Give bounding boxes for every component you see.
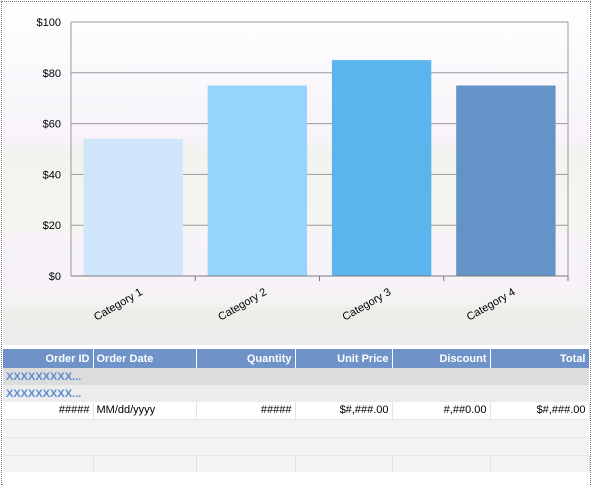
bar <box>83 138 183 276</box>
y-tick-label: $40 <box>43 169 61 181</box>
footer-cell <box>295 455 393 472</box>
footer-row <box>3 472 589 486</box>
bars <box>83 60 556 276</box>
bar <box>456 85 556 276</box>
col-unit-price: Unit Price <box>295 349 393 368</box>
group-label: XXXXXXXXX... <box>3 368 589 385</box>
group-row: XXXXXXXXX... <box>3 368 589 385</box>
footer-row <box>3 419 589 438</box>
x-tick-label: Category 1 <box>92 286 145 323</box>
x-tick-label: Category 3 <box>341 286 394 323</box>
footer-row <box>3 437 589 456</box>
table-header-row: Order ID Order Date Quantity Unit Price … <box>3 349 590 368</box>
footer-cell <box>3 437 589 456</box>
y-tick-label: $100 <box>37 17 61 29</box>
cell-total: $#,###.00 <box>490 402 590 420</box>
bar <box>331 60 432 276</box>
col-discount: Discount <box>392 349 491 368</box>
footer-cell <box>196 455 296 472</box>
col-order-id: Order ID <box>3 349 94 368</box>
cell-order-id: ##### <box>3 402 94 420</box>
y-tick-label: $60 <box>43 119 61 131</box>
cell-quantity: ##### <box>196 402 296 420</box>
col-total: Total <box>490 349 590 368</box>
footer-cell <box>3 472 589 486</box>
footer-cell <box>3 419 589 438</box>
col-quantity: Quantity <box>196 349 296 368</box>
footer-cell <box>3 455 94 472</box>
axes <box>70 22 569 281</box>
footer-cell <box>490 455 590 472</box>
y-tick-label: $0 <box>49 271 61 283</box>
footer-cell <box>392 455 491 472</box>
x-tick-label: Category 2 <box>216 286 269 323</box>
x-tick-label: Category 4 <box>465 286 518 323</box>
cell-order-date: MM/dd/yyyy <box>93 402 197 420</box>
footer-cell <box>93 455 197 472</box>
orders-table: Order ID Order Date Quantity Unit Price … <box>3 349 590 486</box>
cell-discount: #,##0.00 <box>392 402 491 420</box>
col-order-date: Order Date <box>93 349 197 368</box>
y-tick-labels: $0 $20 $40 $60 $80 $100 <box>37 17 61 283</box>
y-tick-label: $80 <box>43 68 61 80</box>
table-row: ##### MM/dd/yyyy ##### $#,###.00 #,##0.0… <box>3 402 590 420</box>
footer-row <box>3 455 590 472</box>
group-row: XXXXXXXXX... <box>3 385 589 402</box>
cell-unit-price: $#,###.00 <box>295 402 393 420</box>
y-tick-label: $20 <box>43 220 61 232</box>
group-label: XXXXXXXXX... <box>3 385 589 402</box>
bar <box>207 85 308 276</box>
x-tick-labels: Category 1 Category 2 Category 3 Category 4 <box>92 286 517 323</box>
